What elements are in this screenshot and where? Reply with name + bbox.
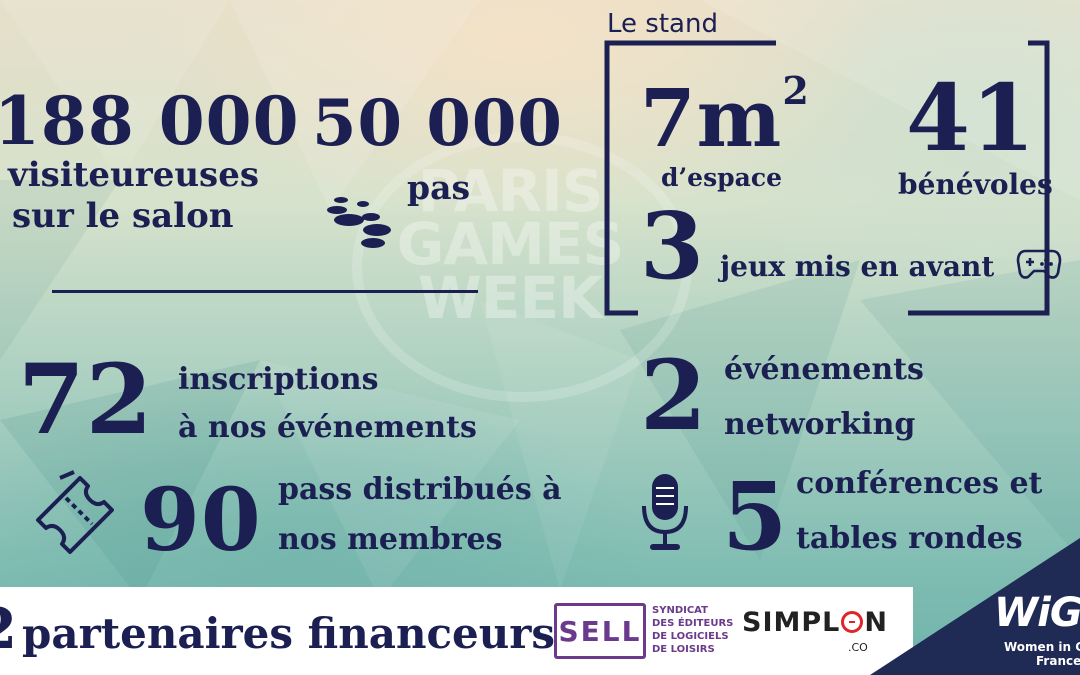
sell-caption-line-1: SYNDICAT (652, 605, 708, 616)
wig-logo: WiG (994, 590, 1080, 636)
paris-games-week-watermark: PARIS GAMES WEEK (360, 157, 660, 332)
watermark-line-3: WEEK (417, 263, 603, 332)
stand-games-label: jeux mis en avant (720, 250, 995, 283)
stand-games-value: 3 (640, 192, 706, 300)
ticket-icon (36, 470, 114, 554)
sell-logo-text: SELL (558, 614, 642, 648)
stand-frame (604, 40, 1050, 316)
visitors-label-line2: sur le salon (12, 196, 234, 236)
stand-area-exponent: 2 (782, 68, 810, 113)
simplon-o-icon (841, 611, 864, 633)
simplon-name-start: SIMPL (742, 607, 841, 638)
wig-caption-line2: France (1036, 654, 1080, 668)
gamepad-icon (1016, 249, 1062, 279)
stand-heading: Le stand (607, 9, 718, 39)
footsteps-icon (327, 197, 391, 248)
networking-value: 2 (640, 339, 708, 452)
partners-value: 2 (0, 601, 18, 657)
wig-corner-panel (870, 538, 1080, 675)
passes-value: 90 (140, 470, 262, 571)
networking-label-line2: networking (724, 407, 916, 442)
watermark-line-2: GAMES (396, 210, 625, 279)
conferences-value: 5 (722, 462, 789, 572)
stand-area-value: 7m2 (640, 72, 810, 159)
visitors-label-line1: visiteureuses (8, 155, 259, 195)
steps-label: pas (407, 168, 471, 207)
simplon-name-end: N (864, 607, 888, 638)
passes-label-line1: pass distribués à (278, 472, 562, 507)
conferences-label-line1: conférences et (796, 466, 1043, 501)
simplon-suffix: .CO (848, 641, 868, 654)
stand-volunteers-value: 41 (906, 64, 1037, 172)
simplon-logo: SIMPL N (742, 607, 888, 638)
partners-bar: 2 partenaires financeurs SELL SYNDICAT D… (0, 587, 913, 675)
sell-caption-line-4: DE LOISIRS (652, 644, 715, 655)
steps-value: 50 000 (312, 86, 563, 161)
sell-logo-caption: SYNDICAT DES ÉDITEURS DE LOGICIELS DE LO… (652, 604, 733, 656)
stand-area-number: 7m (640, 71, 783, 165)
sell-logo-mark: SELL (554, 603, 646, 659)
registrations-label-line1: inscriptions (178, 362, 379, 397)
registrations-label-line2: à nos événements (178, 410, 477, 445)
watermark-line-1: PARIS (417, 157, 603, 225)
conferences-label-line2: tables rondes (796, 521, 1023, 556)
registrations-value: 72 (18, 343, 154, 456)
stand-volunteers-label: bénévoles (898, 168, 1053, 201)
visitors-value: 188 000 (0, 82, 300, 160)
stand-area-label: d’espace (661, 163, 782, 192)
section-divider (52, 290, 478, 293)
wig-caption-line1: Women in Ga (1004, 640, 1080, 654)
watermark-ring (352, 132, 692, 402)
microphone-icon (642, 474, 688, 550)
sell-caption-line-3: DE LOGICIELS (652, 631, 729, 642)
passes-label-line2: nos membres (278, 522, 503, 557)
sell-caption-line-2: DES ÉDITEURS (652, 618, 734, 629)
networking-label-line1: événements (724, 352, 924, 387)
partners-label: partenaires financeurs (22, 609, 556, 658)
